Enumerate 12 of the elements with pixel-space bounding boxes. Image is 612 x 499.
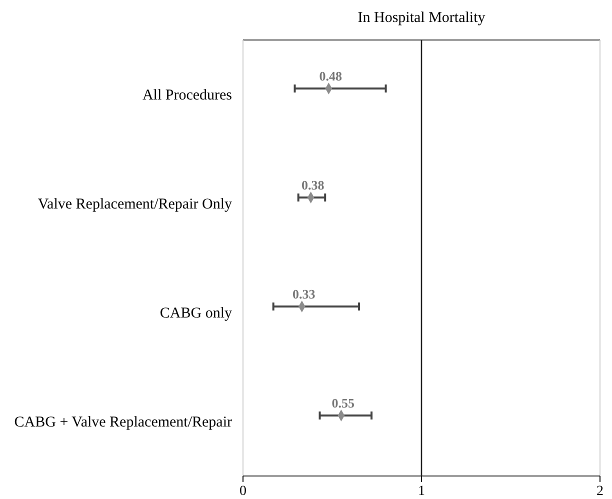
data-label: 0.55 [332, 396, 356, 410]
x-tick-label: 2 [596, 484, 604, 499]
x-tick-label: 1 [418, 484, 425, 499]
chart-title: In Hospital Mortality [358, 10, 486, 26]
x-tick-label: 0 [240, 484, 246, 499]
data-label: 0.33 [292, 286, 316, 302]
data-label: 0.38 [301, 178, 325, 192]
y-tick-label: CABG only [160, 306, 232, 322]
y-tick-label: All Procedures [142, 88, 232, 104]
y-tick-label: CABG + Valve Replacement/Repair [14, 414, 232, 430]
data-label: 0.48 [319, 68, 343, 84]
y-tick-label: Valve Replacement/Repair Only [38, 196, 232, 212]
